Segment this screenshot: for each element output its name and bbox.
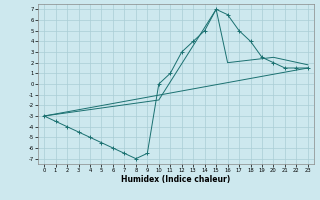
X-axis label: Humidex (Indice chaleur): Humidex (Indice chaleur) <box>121 175 231 184</box>
